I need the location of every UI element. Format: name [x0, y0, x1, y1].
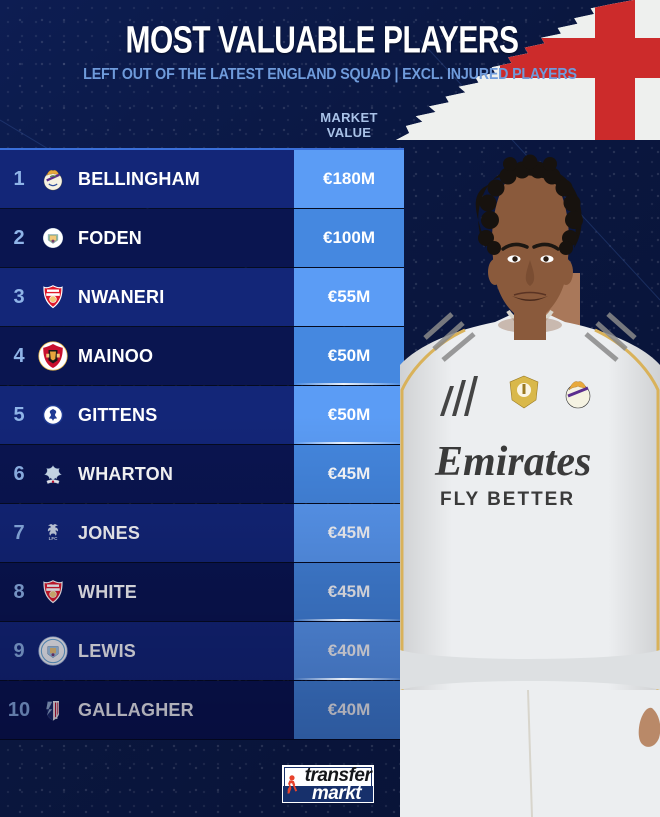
svg-text:FLY BETTER: FLY BETTER — [440, 489, 575, 510]
svg-text:Emirates: Emirates — [434, 439, 591, 485]
svg-text:LFC: LFC — [49, 536, 59, 541]
